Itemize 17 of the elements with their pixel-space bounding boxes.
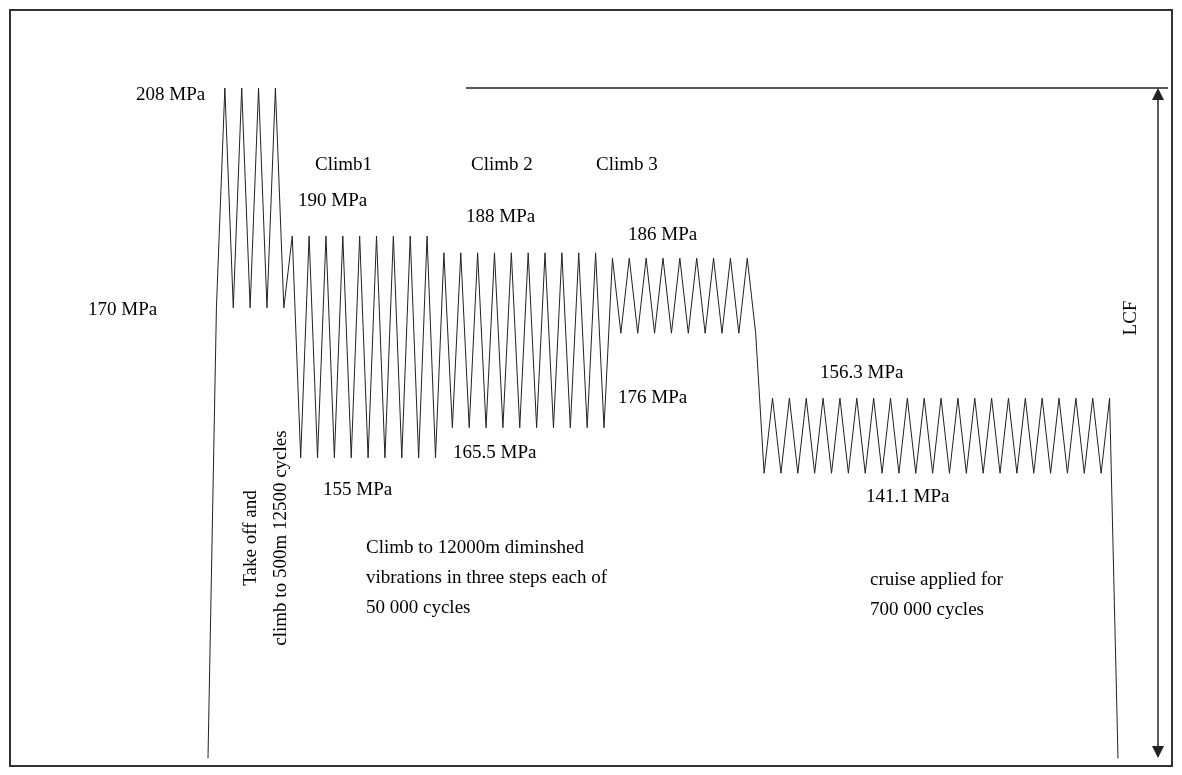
annotation: 165.5 MPa bbox=[453, 441, 537, 462]
annotation: Take off and climb to 500m 12500 cycles bbox=[239, 430, 290, 646]
annotation: 188 MPa bbox=[466, 205, 536, 226]
text: 170 MPa bbox=[88, 298, 158, 319]
annotation: cruise applied for 700 000 cycles bbox=[870, 568, 1004, 619]
annotation: 186 MPa bbox=[628, 223, 698, 244]
annotation: Climb1 bbox=[315, 153, 373, 174]
annotation: 176 MPa bbox=[618, 386, 688, 407]
annotation: Climb to 12000m diminshed vibrations in three steps each of 50 000 cycles bbox=[366, 536, 608, 617]
ref-line-label: LCF bbox=[1119, 300, 1140, 336]
annotation: 156.3 MPa bbox=[820, 361, 904, 382]
annotation: 208 MPa bbox=[136, 83, 206, 104]
annotation: 155 MPa bbox=[323, 478, 393, 499]
annotation: 190 MPa bbox=[298, 189, 368, 210]
annotation: 141.1 MPa bbox=[866, 485, 950, 506]
annotation: Climb 3 bbox=[596, 153, 658, 174]
annotation: Climb 2 bbox=[471, 153, 533, 174]
